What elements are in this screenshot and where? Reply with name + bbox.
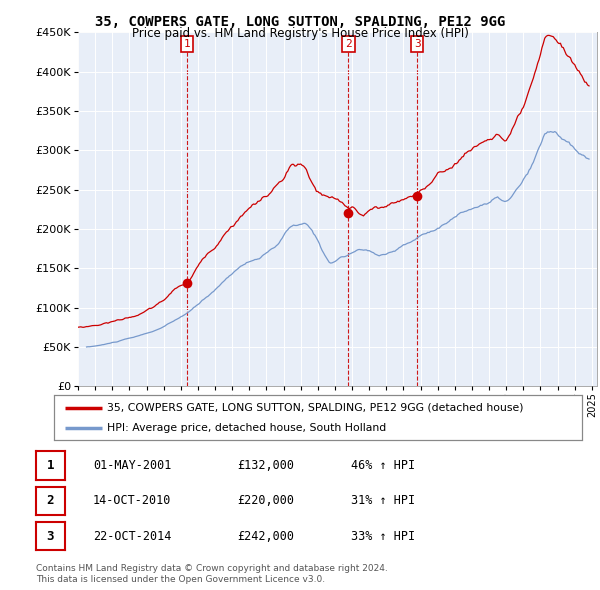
Text: £220,000: £220,000 xyxy=(237,494,294,507)
Text: 31% ↑ HPI: 31% ↑ HPI xyxy=(351,494,415,507)
Text: 22-OCT-2014: 22-OCT-2014 xyxy=(93,530,172,543)
Text: 1: 1 xyxy=(47,459,54,472)
Text: £242,000: £242,000 xyxy=(237,530,294,543)
Text: 33% ↑ HPI: 33% ↑ HPI xyxy=(351,530,415,543)
Text: 3: 3 xyxy=(47,530,54,543)
Text: 46% ↑ HPI: 46% ↑ HPI xyxy=(351,459,415,472)
Text: £132,000: £132,000 xyxy=(237,459,294,472)
Text: 2: 2 xyxy=(345,40,352,49)
Text: 3: 3 xyxy=(414,40,421,49)
Text: This data is licensed under the Open Government Licence v3.0.: This data is licensed under the Open Gov… xyxy=(36,575,325,584)
Text: 35, COWPERS GATE, LONG SUTTON, SPALDING, PE12 9GG (detached house): 35, COWPERS GATE, LONG SUTTON, SPALDING,… xyxy=(107,403,523,412)
Text: 01-MAY-2001: 01-MAY-2001 xyxy=(93,459,172,472)
Text: 2: 2 xyxy=(47,494,54,507)
Text: Contains HM Land Registry data © Crown copyright and database right 2024.: Contains HM Land Registry data © Crown c… xyxy=(36,565,388,573)
Text: 14-OCT-2010: 14-OCT-2010 xyxy=(93,494,172,507)
Text: Price paid vs. HM Land Registry's House Price Index (HPI): Price paid vs. HM Land Registry's House … xyxy=(131,27,469,40)
Text: 35, COWPERS GATE, LONG SUTTON, SPALDING, PE12 9GG: 35, COWPERS GATE, LONG SUTTON, SPALDING,… xyxy=(95,15,505,29)
Text: HPI: Average price, detached house, South Holland: HPI: Average price, detached house, Sout… xyxy=(107,424,386,434)
Text: 1: 1 xyxy=(184,40,190,49)
